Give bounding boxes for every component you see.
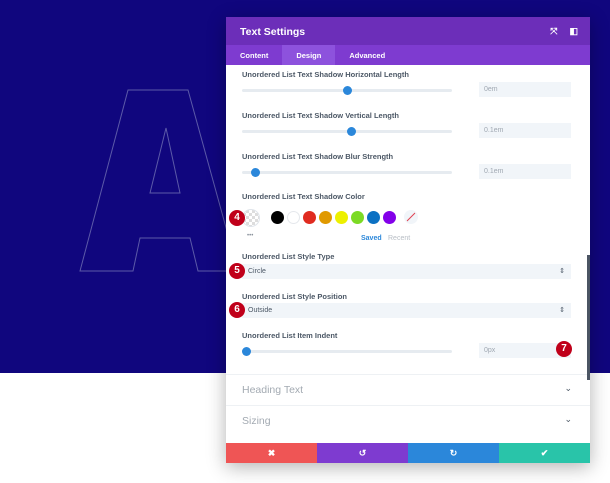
style-type-select[interactable]: Circle ⇕ <box>242 264 571 279</box>
h-length-slider[interactable] <box>242 86 452 95</box>
color-swatch[interactable] <box>367 211 380 224</box>
color-swatch[interactable] <box>303 211 316 224</box>
color-swatch[interactable] <box>271 211 284 224</box>
modal-footer: ✖ ↺ ↻ ✔ <box>226 443 590 463</box>
v-length-input[interactable]: 0.1em <box>479 123 571 138</box>
more-colors[interactable]: ••• <box>247 233 254 239</box>
step-badge-6: 6 <box>229 302 245 318</box>
color-swatch[interactable] <box>335 211 348 224</box>
text-settings-modal: Text Settings ⤧ ◧ Content Design Advanced… <box>226 17 590 463</box>
tab-bar: Content Design Advanced <box>226 45 590 65</box>
color-swatch[interactable] <box>287 211 300 224</box>
style-position-label: Unordered List Style Position <box>242 292 348 301</box>
no-color-swatch[interactable] <box>404 210 418 224</box>
indent-slider[interactable] <box>242 347 452 356</box>
chevron-down-icon: ⌄ <box>564 383 572 393</box>
h-length-input[interactable]: 0em <box>479 82 571 97</box>
step-badge-5: 5 <box>229 263 245 279</box>
style-position-value: Outside <box>248 307 273 314</box>
undo-button[interactable]: ↺ <box>317 443 408 463</box>
section-heading-text[interactable]: Heading Text ⌄ <box>226 374 590 405</box>
redo-button[interactable]: ↻ <box>408 443 499 463</box>
tab-advanced[interactable]: Advanced <box>349 51 386 60</box>
color-swatch[interactable] <box>383 211 396 224</box>
color-swatch[interactable] <box>351 211 364 224</box>
tab-content[interactable]: Content <box>240 51 269 60</box>
step-badge-7: 7 <box>556 341 572 357</box>
v-length-label: Unordered List Text Shadow Vertical Leng… <box>242 111 399 120</box>
cancel-button[interactable]: ✖ <box>226 443 317 463</box>
v-length-slider[interactable] <box>242 127 452 136</box>
slider-handle[interactable] <box>250 168 260 177</box>
slider-handle[interactable] <box>242 347 252 356</box>
recent-tab[interactable]: Recent <box>388 235 411 242</box>
fullscreen-icon[interactable]: ⤧ <box>550 26 558 36</box>
tab-design[interactable]: Design <box>282 45 336 65</box>
chevron-down-icon: ⌄ <box>564 414 572 424</box>
scrollbar[interactable] <box>587 255 590 380</box>
h-length-label: Unordered List Text Shadow Horizontal Le… <box>242 70 409 79</box>
style-type-value: Circle <box>248 268 266 275</box>
blur-label: Unordered List Text Shadow Blur Strength <box>242 152 394 161</box>
select-arrow-icon: ⇕ <box>559 268 565 275</box>
section-title: Heading Text <box>242 384 304 396</box>
slider-handle[interactable] <box>343 86 352 95</box>
indent-input[interactable]: 0px <box>479 343 571 358</box>
indent-label: Unordered List Item Indent <box>242 331 338 340</box>
section-title: Sizing <box>242 415 271 427</box>
modal-title: Text Settings <box>240 26 306 38</box>
modal-header: Text Settings ⤧ ◧ <box>226 17 590 45</box>
blur-input[interactable]: 0.1em <box>479 164 571 179</box>
color-swatch[interactable] <box>319 211 332 224</box>
background-letter-a-outline <box>79 89 238 272</box>
blur-slider[interactable] <box>242 168 452 177</box>
sidebar-toggle-icon[interactable]: ◧ <box>569 26 578 36</box>
section-sizing[interactable]: Sizing ⌄ <box>226 405 590 436</box>
save-button[interactable]: ✔ <box>499 443 590 463</box>
saved-tab[interactable]: Saved <box>361 235 382 242</box>
style-type-label: Unordered List Style Type <box>242 252 335 261</box>
color-label: Unordered List Text Shadow Color <box>242 192 365 201</box>
select-arrow-icon: ⇕ <box>559 307 565 314</box>
step-badge-4: 4 <box>229 210 245 226</box>
style-position-select[interactable]: Outside ⇕ <box>242 303 571 318</box>
slider-handle[interactable] <box>347 127 357 136</box>
